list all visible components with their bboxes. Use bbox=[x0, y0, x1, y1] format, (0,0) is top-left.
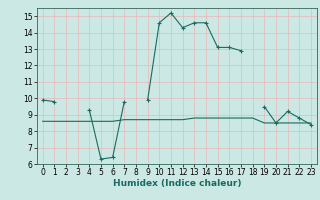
X-axis label: Humidex (Indice chaleur): Humidex (Indice chaleur) bbox=[113, 179, 241, 188]
